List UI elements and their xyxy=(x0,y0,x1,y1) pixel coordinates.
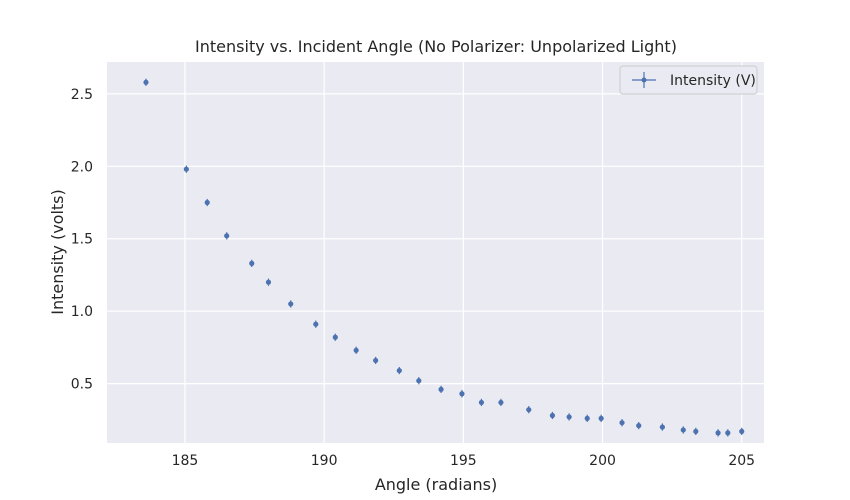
legend-box xyxy=(619,65,758,95)
x-tick-label: 200 xyxy=(589,453,616,469)
x-axis: 185 190 195 200 205 xyxy=(172,453,756,469)
data-point xyxy=(584,414,590,422)
data-point xyxy=(224,232,230,240)
point-marker xyxy=(249,260,255,266)
data-point xyxy=(498,398,504,407)
data-point xyxy=(549,411,556,420)
y-axis: 0.5 1.0 1.5 2.0 2.5 xyxy=(71,87,93,393)
point-marker xyxy=(680,427,686,433)
point-marker xyxy=(739,428,745,435)
point-marker xyxy=(353,347,359,353)
point-marker xyxy=(526,407,532,413)
point-marker xyxy=(598,415,604,421)
data-point xyxy=(619,419,625,427)
data-point xyxy=(332,333,338,341)
point-marker xyxy=(659,424,665,430)
data-point xyxy=(598,414,604,422)
data-point xyxy=(183,165,189,173)
point-marker xyxy=(498,399,504,406)
point-marker xyxy=(204,199,210,206)
data-point xyxy=(659,423,665,431)
point-marker xyxy=(265,279,272,285)
y-axis-label: Intensity (volts) xyxy=(48,189,67,315)
data-point xyxy=(459,390,465,398)
point-marker xyxy=(584,415,590,421)
data-point xyxy=(438,385,444,394)
data-point xyxy=(249,259,255,267)
chart-title: Intensity vs. Incident Angle (No Polariz… xyxy=(195,37,677,56)
point-marker xyxy=(288,301,294,307)
data-point xyxy=(265,278,272,286)
legend: Intensity (V) xyxy=(619,65,758,95)
data-point xyxy=(680,426,686,434)
x-tick-label: 195 xyxy=(450,453,477,469)
point-marker xyxy=(373,357,379,364)
x-axis-label: Angle (radians) xyxy=(375,475,497,494)
data-point xyxy=(353,346,359,354)
point-marker xyxy=(438,386,444,392)
point-marker xyxy=(549,412,556,419)
data-point xyxy=(739,427,745,436)
data-point xyxy=(478,398,485,407)
point-marker xyxy=(619,420,625,426)
data-point xyxy=(715,429,721,437)
point-marker xyxy=(715,430,721,436)
y-tick-label: 2.0 xyxy=(71,159,93,175)
point-marker xyxy=(143,79,149,85)
point-marker xyxy=(224,233,230,239)
point-marker xyxy=(725,430,731,436)
data-point xyxy=(143,78,149,86)
point-marker xyxy=(566,414,572,420)
data-point xyxy=(313,320,319,328)
x-tick-label: 205 xyxy=(728,453,755,469)
point-marker xyxy=(332,334,338,340)
point-marker xyxy=(183,166,189,172)
data-point xyxy=(636,421,642,430)
data-point xyxy=(288,300,294,308)
point-marker xyxy=(459,391,465,397)
y-tick-label: 1.0 xyxy=(71,304,93,320)
data-point xyxy=(526,406,532,414)
point-marker xyxy=(636,423,642,429)
y-tick-label: 2.5 xyxy=(71,87,93,103)
data-point xyxy=(725,429,731,437)
data-series xyxy=(143,78,745,437)
point-marker xyxy=(396,367,402,374)
x-tick-label: 185 xyxy=(172,453,199,469)
x-tick-label: 190 xyxy=(311,453,338,469)
y-tick-label: 1.5 xyxy=(71,232,93,248)
data-point xyxy=(373,356,379,365)
data-point xyxy=(693,427,699,436)
point-marker xyxy=(693,428,699,435)
point-marker xyxy=(478,399,485,406)
legend-marker xyxy=(632,72,656,88)
data-point xyxy=(396,366,402,375)
y-tick-label: 0.5 xyxy=(71,377,93,393)
data-point xyxy=(416,377,422,385)
point-marker xyxy=(313,321,319,327)
data-point xyxy=(204,198,210,207)
legend-entry: Intensity (V) xyxy=(670,73,756,89)
point-marker xyxy=(416,378,422,384)
plot-area xyxy=(107,62,764,443)
data-point xyxy=(566,413,572,421)
